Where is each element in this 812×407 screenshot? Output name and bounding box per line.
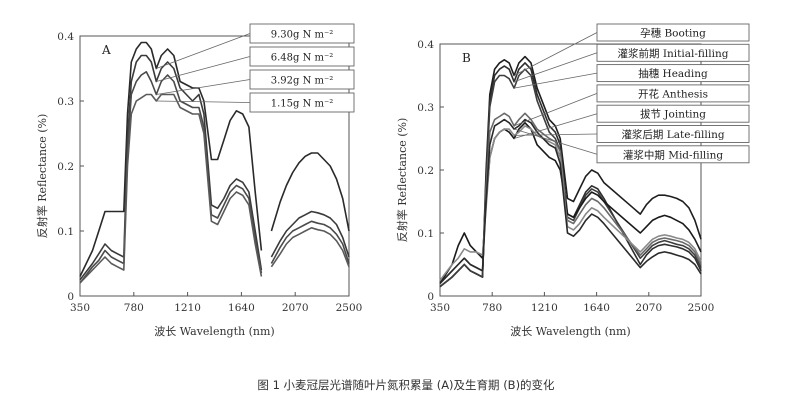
legend-entry: 抽穗 Heading — [638, 67, 708, 80]
legend-entry: 灌浆前期 Initial-filling — [618, 47, 729, 60]
legend-leader-line — [156, 33, 251, 69]
legend-entry: 拔节 Jointing — [640, 108, 706, 121]
panel-a: 350 780 1210 1640 2070 2500 0 0.1 0.2 0.3 0.4 波长 Wa… — [35, 23, 363, 338]
legend-entry: 6.48g N m⁻² — [271, 53, 334, 64]
y-tick-label: 0.4 — [417, 39, 434, 51]
x-tick-label: 780 — [124, 302, 144, 314]
x-tick-label: 2500 — [688, 302, 715, 314]
legend-leader-line — [156, 100, 251, 103]
legend-entry: 灌浆中期 Mid-filling — [623, 148, 724, 161]
panel-label: A — [101, 43, 111, 57]
series-line — [79, 41, 350, 277]
legend-leader-line — [513, 93, 598, 127]
legend-leader-line — [513, 72, 598, 89]
x-axis-label: 波长 Wavelength (nm) — [510, 325, 630, 338]
x-tick-label: 1210 — [531, 302, 558, 314]
y-tick-label: 0.3 — [417, 102, 434, 114]
legend-entry: 灌浆后期 Late-filling — [621, 128, 724, 141]
legend-box — [249, 46, 355, 67]
legend-leader-line — [513, 128, 598, 155]
x-tick-label: 350 — [70, 302, 90, 314]
x-tick-label: 2070 — [282, 302, 309, 314]
series-line — [439, 118, 702, 284]
legend-entry: 3.92g N m⁻² — [271, 76, 334, 87]
y-tick-label: 0.3 — [57, 96, 74, 108]
figure-caption: 图 1 小麦冠层光谱随叶片氮积累量 (A)及生育期 (B)的变化 — [257, 378, 555, 392]
legend-entry: 开花 Anthesis — [638, 87, 708, 100]
legend-box — [249, 23, 355, 44]
panel-label: B — [462, 51, 471, 65]
legend-leader-line — [513, 113, 598, 139]
x-axis-label: 波长 Wavelength (nm) — [154, 325, 274, 338]
x-tick-label: 2070 — [635, 302, 662, 314]
y-axis-label: 反射率 Reflectance (%) — [395, 118, 409, 243]
legend-leader-line — [514, 133, 598, 136]
legend-box — [249, 69, 355, 90]
series-line — [79, 93, 350, 284]
legend-leader-line — [156, 79, 251, 95]
x-tick-label: 1640 — [583, 302, 610, 314]
legend-box — [596, 43, 750, 62]
series-line — [79, 71, 350, 284]
x-tick-label: 1640 — [228, 302, 255, 314]
y-tick-label: 0.2 — [57, 161, 74, 173]
legend-leader-line — [156, 56, 251, 82]
legend-box — [249, 92, 355, 113]
legend-entry: 孕穗 Booting — [640, 27, 706, 40]
legend-box — [596, 64, 750, 83]
legend-box — [596, 104, 750, 123]
y-tick-label: 0.1 — [57, 226, 74, 238]
y-tick-label: 0 — [427, 291, 434, 303]
legend-leader-line — [513, 32, 598, 76]
legend-box — [596, 145, 750, 164]
x-tick-label: 2500 — [336, 302, 363, 314]
y-tick-label: 0 — [67, 291, 74, 303]
y-axis-label: 反射率 Reflectance (%) — [35, 114, 49, 239]
legend-box — [596, 84, 750, 103]
legend-leader-line — [513, 52, 598, 83]
legend-entry: 9.30g N m⁻² — [271, 30, 334, 41]
x-tick-label: 780 — [482, 302, 502, 314]
y-tick-label: 0.2 — [417, 165, 434, 177]
legend-box — [596, 125, 750, 143]
x-tick-label: 350 — [430, 302, 450, 314]
y-tick-label: 0.4 — [57, 31, 74, 43]
legend-entry: 1.15g N m⁻² — [271, 99, 334, 110]
x-tick-label: 1210 — [174, 302, 201, 314]
legend-box — [596, 23, 750, 42]
panel-b: 350 780 1210 1640 2070 2500 0 0.1 0.2 0.3 0.4 波长 Wa… — [395, 23, 750, 338]
y-tick-label: 0.1 — [417, 228, 434, 240]
